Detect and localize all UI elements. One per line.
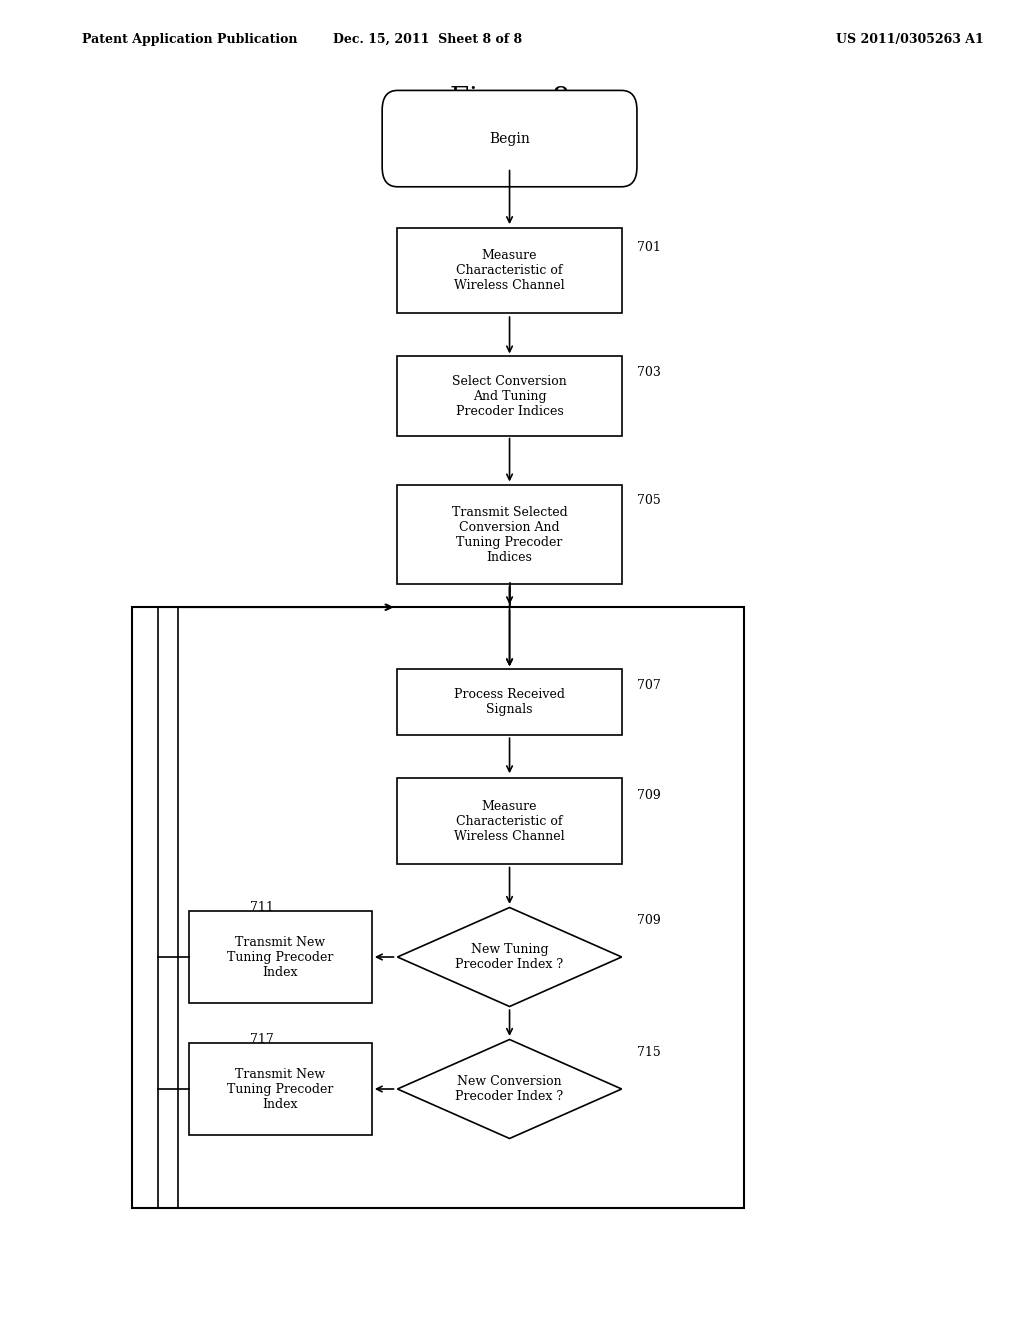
Text: Measure
Characteristic of
Wireless Channel: Measure Characteristic of Wireless Chann… — [455, 249, 565, 292]
Text: Begin: Begin — [489, 132, 530, 145]
Text: Patent Application Publication: Patent Application Publication — [82, 33, 297, 46]
FancyBboxPatch shape — [397, 227, 622, 313]
Text: 715: 715 — [637, 1045, 660, 1059]
Text: 709: 709 — [637, 913, 660, 927]
Text: Measure
Characteristic of
Wireless Channel: Measure Characteristic of Wireless Chann… — [455, 800, 565, 842]
Text: 711: 711 — [250, 900, 273, 913]
FancyBboxPatch shape — [397, 486, 622, 583]
Text: Select Conversion
And Tuning
Precoder Indices: Select Conversion And Tuning Precoder In… — [453, 375, 567, 417]
Text: Transmit Selected
Conversion And
Tuning Precoder
Indices: Transmit Selected Conversion And Tuning … — [452, 506, 567, 564]
Text: Transmit New
Tuning Precoder
Index: Transmit New Tuning Precoder Index — [227, 1068, 334, 1110]
Bar — [132, 607, 744, 1208]
Text: New Conversion
Precoder Index ?: New Conversion Precoder Index ? — [456, 1074, 563, 1104]
Polygon shape — [397, 908, 622, 1006]
Text: US 2011/0305263 A1: US 2011/0305263 A1 — [836, 33, 983, 46]
Text: New Tuning
Precoder Index ?: New Tuning Precoder Index ? — [456, 942, 563, 972]
Text: Process Received
Signals: Process Received Signals — [454, 688, 565, 717]
Text: 709: 709 — [637, 788, 660, 801]
Text: 707: 707 — [637, 678, 660, 692]
FancyBboxPatch shape — [397, 777, 622, 863]
Text: Transmit New
Tuning Precoder
Index: Transmit New Tuning Precoder Index — [227, 936, 334, 978]
Text: 703: 703 — [637, 366, 660, 379]
Text: 701: 701 — [637, 240, 660, 253]
FancyBboxPatch shape — [188, 911, 372, 1003]
Polygon shape — [397, 1040, 622, 1138]
FancyBboxPatch shape — [188, 1043, 372, 1135]
FancyBboxPatch shape — [397, 356, 622, 436]
FancyBboxPatch shape — [397, 669, 622, 735]
Text: 717: 717 — [250, 1032, 273, 1045]
FancyBboxPatch shape — [382, 90, 637, 186]
Text: Figure 8: Figure 8 — [450, 86, 569, 112]
Text: 705: 705 — [637, 494, 660, 507]
Text: Dec. 15, 2011  Sheet 8 of 8: Dec. 15, 2011 Sheet 8 of 8 — [334, 33, 522, 46]
